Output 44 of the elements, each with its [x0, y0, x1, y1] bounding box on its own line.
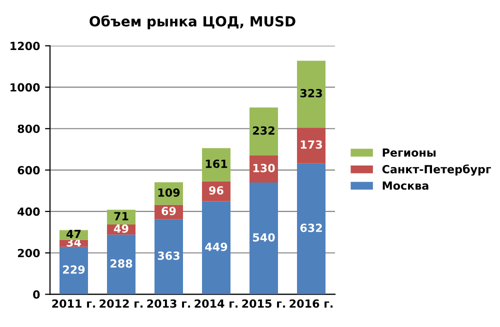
- x-tick-label: 2012 г.: [100, 299, 143, 308]
- data-label: 130: [253, 164, 275, 172]
- y-tick-label: 1000: [10, 83, 40, 92]
- y-tick-label: 400: [18, 207, 40, 216]
- data-label: 632: [300, 224, 322, 232]
- data-label: 69: [162, 206, 176, 216]
- data-label: 363: [158, 252, 180, 260]
- legend-label: Санкт-Петербург: [382, 164, 491, 176]
- bar: [250, 182, 278, 294]
- data-label: 109: [158, 188, 180, 197]
- y-tick-label: 800: [18, 124, 40, 133]
- bar: [250, 107, 278, 156]
- data-label: 540: [253, 233, 275, 242]
- data-label: 161: [206, 160, 228, 168]
- bar: [60, 246, 88, 294]
- bar: [297, 128, 326, 164]
- legend-label: Москва: [382, 182, 428, 190]
- data-label: 47: [66, 230, 81, 238]
- y-tick-label: 1200: [10, 42, 40, 50]
- data-label: 323: [300, 88, 322, 98]
- x-tick-label: 2013 г.: [147, 299, 190, 308]
- data-label: 229: [63, 265, 85, 274]
- data-label: 71: [114, 212, 128, 220]
- data-label: 49: [114, 224, 128, 233]
- bar: [297, 60, 326, 128]
- data-label: 232: [253, 126, 274, 135]
- x-tick-label: 2011 г.: [52, 299, 96, 308]
- legend-label: Регионы: [382, 148, 436, 157]
- data-label: 96: [209, 186, 224, 195]
- y-tick-label: 0: [33, 290, 40, 299]
- x-tick-label: 2014 г.: [194, 299, 238, 308]
- x-tick-label: 2016 г.: [290, 299, 333, 308]
- y-tick-label: 200: [18, 248, 40, 258]
- y-tick-label: 600: [18, 166, 40, 174]
- bar: [202, 148, 230, 182]
- bar: [297, 163, 326, 294]
- x-tick-label: 2015 г.: [242, 299, 286, 308]
- data-label: 173: [300, 140, 322, 149]
- chart-title: Объем рынка ЦОД, MUSD: [90, 15, 296, 30]
- data-label: 288: [110, 259, 132, 268]
- bar: [154, 219, 183, 294]
- bar: [107, 234, 136, 294]
- bar: [202, 201, 230, 294]
- data-label: 449: [205, 242, 228, 252]
